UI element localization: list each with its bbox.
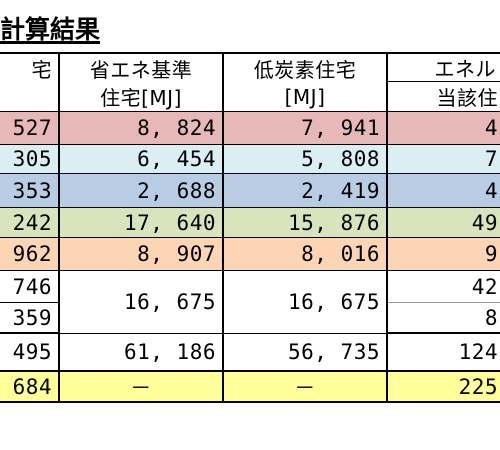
cell-r8-b: 61, 186 [60,334,224,372]
cell-r3-d: 4 [388,174,500,208]
cell-r2-c: 5, 808 [224,145,388,174]
header-col-b-line2: 住宅[MJ] [60,82,224,112]
page-title: 計算結果 [0,15,101,44]
cell-r5-c: 8, 016 [224,238,388,271]
cell-r5-d: 9 [388,238,500,271]
cell-r3-a: , 353 [0,174,60,208]
header-col-a: 宅 [0,52,60,112]
cell-r7-a: , 359 [0,303,60,334]
cell-r8-c: 56, 735 [224,334,388,372]
cell-r3-b: 2, 688 [60,174,224,208]
cell-r9-d: 225 [388,372,500,403]
cell-r2-a: , 305 [0,145,60,174]
cell-r4-c: 15, 876 [224,208,388,238]
cell-r3-c: 2, 419 [224,174,388,208]
cell-r6-a: , 746 [0,271,60,303]
cell-r4-b: 17, 640 [60,208,224,238]
cell-r2-b: 6, 454 [60,145,224,174]
cell-r1-c: 7, 941 [224,112,388,145]
header-col-d-line2: 当該住 [388,82,500,112]
cell-r6-b: 16, 675 [60,271,224,334]
cell-r4-a: , 242 [0,208,60,238]
cell-r5-b: 8, 907 [60,238,224,271]
cell-r6-c: 16, 675 [224,271,388,334]
cell-r1-b: 8, 824 [60,112,224,145]
cell-r9-c: － [224,372,388,403]
cell-r6-d: 42 [388,271,500,303]
cell-r4-d: 49 [388,208,500,238]
header-col-c-line1: 低炭素住宅 [224,52,388,82]
cell-r1-a: , 527 [0,112,60,145]
header-col-d-line1: エネル [388,52,500,82]
header-col-c-line2: [MJ] [224,82,388,112]
cell-r8-d: 124 [388,334,500,372]
cell-r9-a: , 684 [0,372,60,403]
results-table: 宅 省エネ基準 低炭素住宅 エネル 住宅[MJ] [MJ] 当該住 , 527 … [0,52,500,403]
cell-r9-b: － [60,372,224,403]
cell-r7-d: 8 [388,303,500,334]
header-col-b-line1: 省エネ基準 [60,52,224,82]
cell-r8-a: , 495 [0,334,60,372]
cell-r2-d: 7 [388,145,500,174]
cell-r5-a: , 962 [0,238,60,271]
cell-r1-d: 4 [388,112,500,145]
